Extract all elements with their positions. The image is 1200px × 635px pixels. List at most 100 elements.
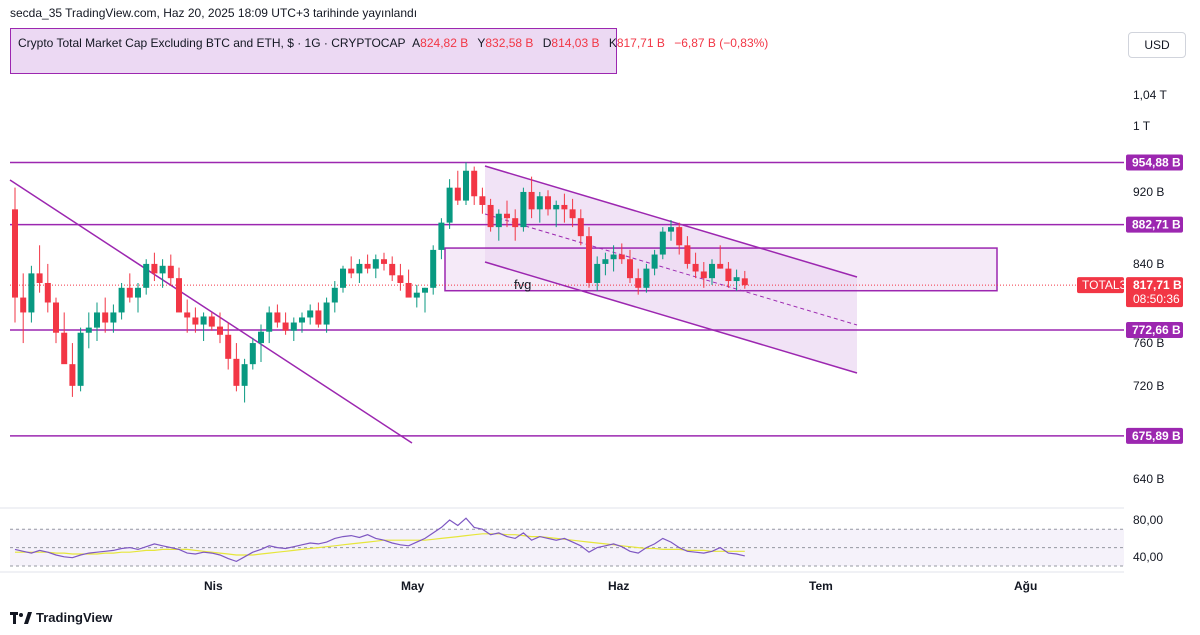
published-info: secda_35 TradingView.com, Haz 20, 2025 1…: [10, 6, 418, 20]
price-axis-tick: 920 B: [1133, 185, 1164, 199]
symbol-legend: Crypto Total Market Cap Excluding BTC an…: [18, 36, 774, 50]
candle-body: [143, 263, 150, 288]
fvg-label: fvg: [514, 277, 531, 292]
candle-body: [200, 316, 207, 325]
candle-body: [135, 287, 141, 298]
candle-body: [594, 263, 601, 283]
candle-body: [176, 278, 182, 313]
high-value: 832,58 B: [485, 36, 534, 50]
candle-body: [741, 278, 748, 286]
fvg-zone: [444, 247, 998, 292]
price-axis-tick: 840 B: [1133, 257, 1164, 271]
candle-body: [405, 282, 412, 298]
open-label: A: [412, 36, 421, 50]
candle-body: [463, 170, 469, 201]
candle-body: [208, 316, 215, 327]
candle-body: [299, 317, 305, 323]
candle-body: [676, 227, 683, 246]
candle-body: [471, 170, 478, 197]
countdown-text: 08:50:36: [1133, 292, 1180, 306]
candle-body: [167, 265, 174, 279]
candle-body: [479, 196, 486, 205]
price-label-box: [1126, 216, 1183, 233]
symbol-tag-text: TOTAL3: [1082, 278, 1127, 292]
candle-body: [569, 209, 576, 219]
symbol-title: Crypto Total Market Cap Excluding BTC an…: [18, 36, 406, 50]
candle-body: [413, 292, 420, 298]
candle-body: [102, 312, 109, 323]
price-label-box: [1126, 322, 1183, 339]
candle-body: [372, 259, 379, 269]
tradingview-logo-icon: [10, 611, 32, 624]
candle-body: [520, 191, 527, 228]
candle-body: [389, 263, 396, 276]
candle-body: [225, 334, 232, 359]
footer-brand[interactable]: TradingView: [10, 610, 112, 625]
price-label-box: [1126, 154, 1183, 171]
candle-body: [258, 331, 264, 344]
candle-body: [364, 263, 371, 269]
candle-body: [692, 263, 699, 272]
price-axis-tick: 640 B: [1133, 472, 1164, 486]
candle-body: [422, 287, 428, 293]
price-axis-tick: 1,04 T: [1133, 88, 1167, 102]
rsi-line: [14, 517, 745, 563]
time-axis-tick: Tem: [809, 579, 833, 593]
time-axis-tick: Nis: [204, 579, 223, 593]
candle-body: [495, 213, 502, 228]
candle-body: [577, 218, 584, 237]
candle-body: [77, 332, 84, 386]
candle-body: [487, 204, 494, 228]
candle-body: [20, 297, 27, 313]
candle-body: [282, 322, 289, 331]
price-label-text: 882,71 B: [1132, 218, 1181, 232]
candle-body: [61, 332, 68, 365]
high-label: Y: [477, 36, 486, 50]
candle-body: [307, 310, 314, 318]
candle-body: [110, 312, 117, 323]
price-label-text: 772,66 B: [1132, 323, 1181, 337]
candle-body: [586, 236, 592, 283]
candle-body: [627, 259, 633, 279]
candle-body: [717, 263, 724, 269]
footer-brand-text: TradingView: [36, 610, 113, 625]
candle-body: [446, 187, 453, 223]
rsi-axis-tick: 40,00: [1133, 550, 1163, 564]
candle-body: [635, 278, 642, 288]
rsi-ma-line: [15, 533, 745, 556]
candle-body: [430, 249, 437, 288]
low-label: D: [542, 36, 552, 50]
candle-body: [643, 268, 650, 288]
candle-body: [69, 364, 76, 386]
currency-button[interactable]: USD: [1128, 32, 1186, 58]
last-price-box: [1126, 277, 1183, 308]
candle-body: [249, 343, 256, 365]
descending-trendline: [9, 179, 413, 444]
candle-body: [151, 263, 158, 274]
price-axis-tick: 720 B: [1133, 379, 1164, 393]
legend-highlight-box: [10, 28, 617, 74]
candle-body: [118, 287, 125, 313]
rsi-band: [10, 529, 1124, 566]
candle-body: [323, 302, 330, 325]
candle-body: [28, 273, 35, 313]
candle-body: [356, 263, 363, 274]
candle-body: [725, 268, 732, 282]
candle-body: [668, 227, 674, 232]
candle-body: [659, 231, 666, 255]
candle-body: [266, 312, 273, 332]
candle-body: [36, 273, 43, 283]
candle-body: [528, 191, 535, 210]
candle-body: [397, 275, 404, 283]
candle-body: [709, 263, 715, 279]
candle-body: [684, 245, 691, 264]
candle-body: [233, 358, 240, 386]
candle-body: [504, 213, 510, 219]
candle-body: [340, 268, 346, 288]
candle-body: [53, 302, 59, 333]
channel-lower-line: [484, 261, 858, 374]
candle-body: [126, 287, 133, 298]
candle-body: [290, 322, 297, 331]
candle-body: [348, 268, 355, 274]
